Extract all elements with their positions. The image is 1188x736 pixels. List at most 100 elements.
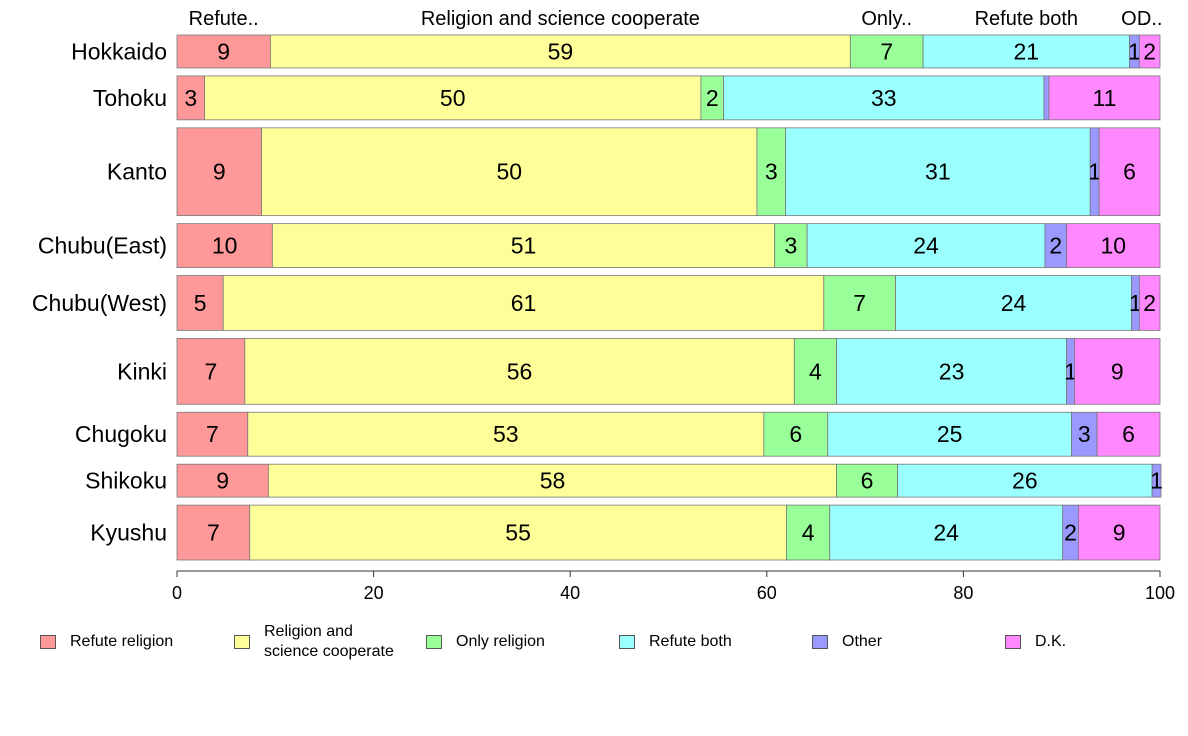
bar-segment (222, 275, 825, 331)
bar-segment (249, 504, 787, 561)
data-label: 3 (184, 85, 197, 111)
data-label: 51 (511, 233, 537, 259)
data-label: 61 (511, 290, 537, 316)
data-label: 2 (706, 85, 719, 111)
category-label: Chugoku (75, 421, 167, 447)
data-label: 31 (925, 159, 951, 185)
data-label: 6 (1122, 421, 1135, 447)
legend-item: Refute religion (40, 622, 173, 662)
bar-segment (176, 127, 262, 217)
data-label: 2 (1064, 520, 1077, 546)
bar-segment (1066, 223, 1161, 268)
bar-segment (763, 411, 829, 457)
bar-segment (1096, 411, 1161, 457)
data-label: 26 (1012, 468, 1038, 494)
series-top-label: Religion and science cooperate (421, 8, 700, 30)
data-label: 9 (1111, 358, 1124, 384)
data-label: 3 (765, 159, 778, 185)
bar-segment (176, 223, 273, 268)
bar-segment (827, 411, 1072, 457)
data-label: 1 (1088, 159, 1101, 185)
bar-segment (897, 463, 1153, 498)
x-tick-label: 80 (953, 583, 973, 603)
data-label: 4 (802, 520, 815, 546)
data-label: 56 (507, 358, 533, 384)
legend-item: Only religion (426, 622, 545, 662)
data-label: 1 (1150, 468, 1163, 494)
bar-segment (793, 338, 837, 405)
bar-segment (785, 127, 1091, 217)
data-label: 7 (880, 38, 893, 64)
data-label: 7 (205, 358, 218, 384)
bar-segment (204, 75, 702, 121)
legend-label: Refute religion (70, 633, 174, 650)
bar-segment (774, 223, 808, 268)
series-top-label: Refute.. (189, 8, 259, 30)
legend-swatch (1005, 635, 1021, 649)
category-label: Chubu(West) (32, 290, 167, 316)
bar-segment (1048, 75, 1161, 121)
category-label: Tohoku (93, 85, 167, 111)
data-label: 24 (913, 233, 939, 259)
bar-segment (1138, 34, 1161, 69)
bar-segment (1074, 338, 1161, 405)
data-label: 9 (1113, 520, 1126, 546)
data-label: 3 (1078, 421, 1091, 447)
bar-segment (836, 463, 898, 498)
category-label: Kinki (117, 358, 167, 384)
data-label: 9 (217, 38, 230, 64)
data-label: 6 (861, 468, 874, 494)
data-label: 59 (548, 38, 574, 64)
category-label: Chubu(East) (38, 233, 167, 259)
data-label: 3 (784, 233, 797, 259)
category-label: Kanto (107, 159, 167, 185)
bar-segment (786, 504, 831, 561)
series-top-label: Refute both (975, 8, 1078, 30)
legend-label: Other (842, 633, 883, 650)
bar-segment (1138, 275, 1161, 331)
data-label: 7 (853, 290, 866, 316)
bar-segment (806, 223, 1046, 268)
data-label: 10 (1101, 233, 1127, 259)
data-label: 6 (789, 421, 802, 447)
legend-item: D.K. (1005, 622, 1066, 662)
bar-segment (176, 411, 249, 457)
bar-segment (922, 34, 1130, 69)
data-label: 50 (440, 85, 466, 111)
data-label: 4 (809, 358, 822, 384)
data-label: 23 (939, 358, 965, 384)
data-label: 9 (213, 159, 226, 185)
data-label: 33 (871, 85, 897, 111)
legend-swatch (234, 635, 250, 649)
data-label: 24 (933, 520, 959, 546)
legend-swatch (812, 635, 828, 649)
data-label: 1 (1064, 358, 1077, 384)
data-label: 25 (937, 421, 963, 447)
data-label: 24 (1001, 290, 1027, 316)
data-label: 11 (1093, 85, 1117, 111)
legend-label: Refute both (649, 633, 732, 650)
x-tick-label: 40 (560, 583, 580, 603)
bar-segment (176, 504, 251, 561)
data-label: 53 (493, 421, 519, 447)
legend-item: Other (812, 622, 882, 662)
legend-swatch (426, 635, 442, 649)
legend-label: D.K. (1035, 633, 1067, 650)
legend-swatch (40, 635, 56, 649)
category-label: Kyushu (90, 520, 167, 546)
x-tick-label: 60 (757, 583, 777, 603)
data-label: 2 (1143, 38, 1156, 64)
series-top-label: O.. (1121, 8, 1148, 30)
data-label: 5 (194, 290, 207, 316)
legend-label: Only religion (456, 633, 545, 650)
x-tick-label: 20 (364, 583, 384, 603)
data-label: 50 (496, 159, 522, 185)
data-label: 21 (1014, 38, 1040, 64)
series-top-label: Only.. (861, 8, 912, 30)
legend-item: Refute both (619, 622, 732, 662)
legend-swatch (619, 635, 635, 649)
series-top-label: D.. (1137, 8, 1163, 30)
data-label: 58 (540, 468, 566, 494)
bar-segment (261, 127, 758, 217)
